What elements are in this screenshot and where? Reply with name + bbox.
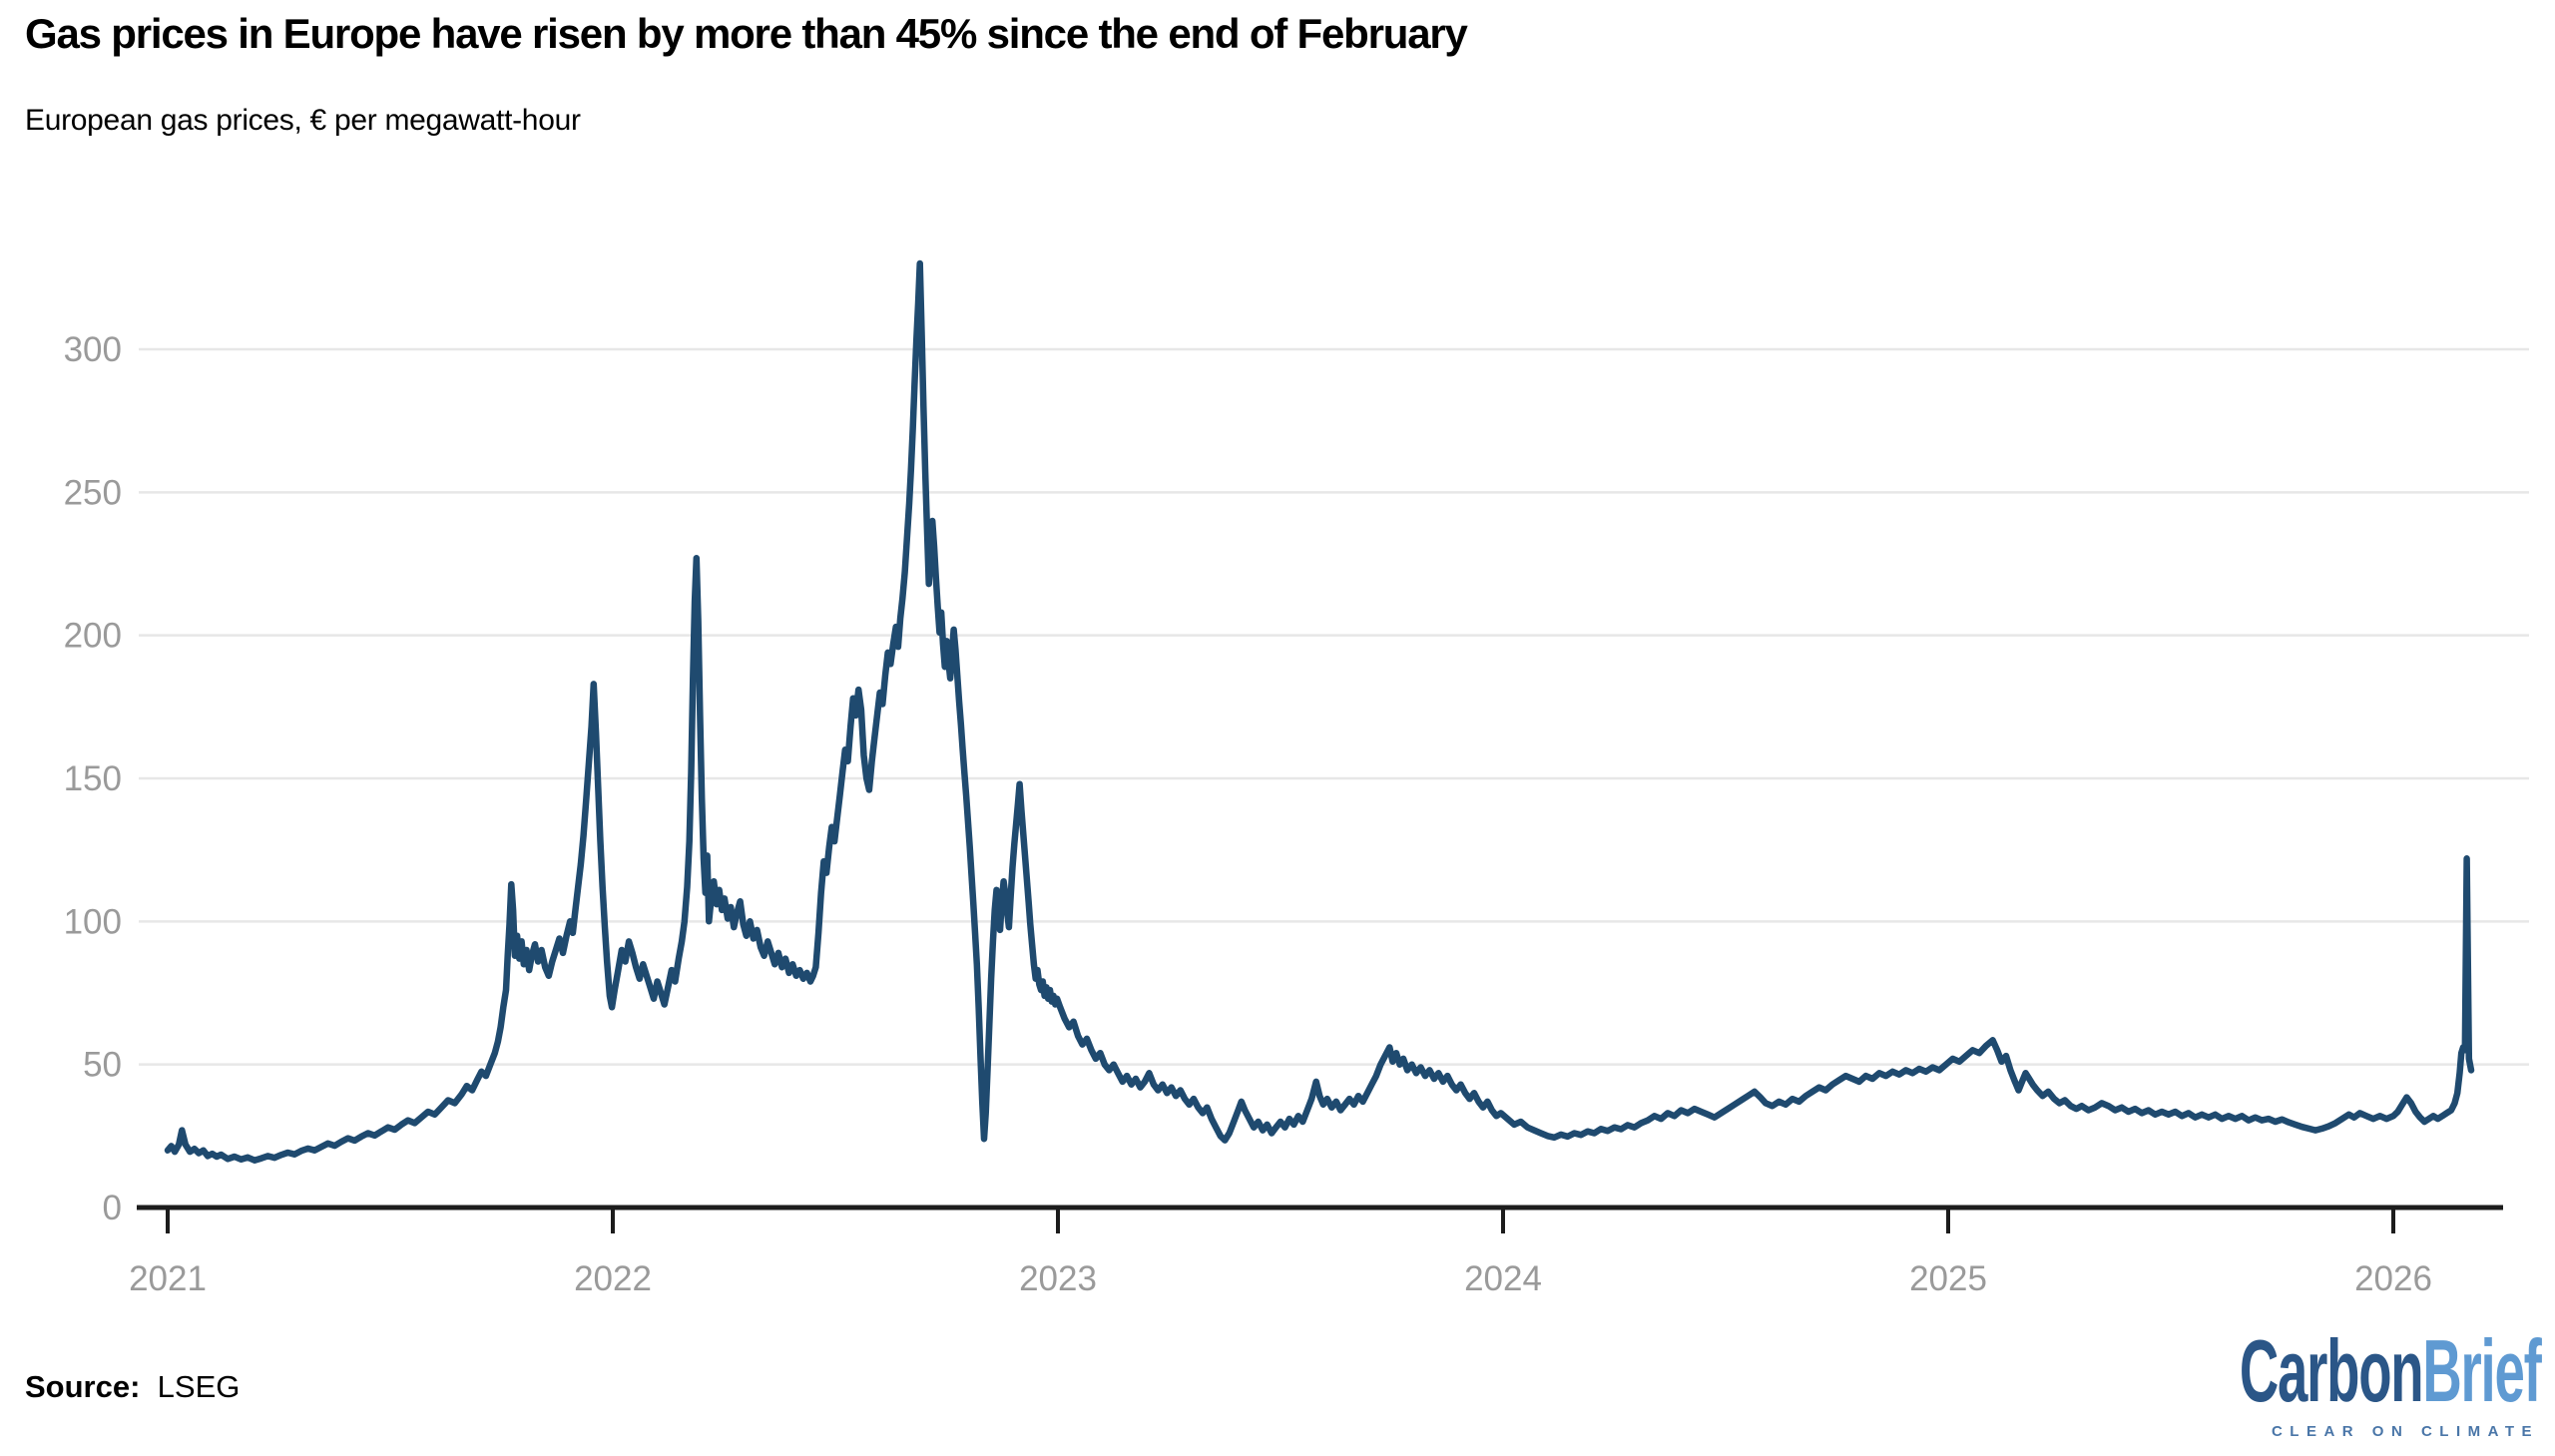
- logo-brief-text: Brief: [2421, 1321, 2541, 1420]
- y-tick-label: 0: [103, 1189, 122, 1227]
- carbonbrief-logo: CarbonBrief CLEAR ON CLIMATE: [2055, 1327, 2541, 1441]
- y-tick-label: 50: [83, 1046, 122, 1085]
- source-note: Source: LSEG: [25, 1369, 240, 1405]
- x-tick-label: 2021: [129, 1259, 207, 1298]
- source-label: Source:: [25, 1369, 141, 1404]
- logo-carbon-text: Carbon: [2239, 1321, 2423, 1420]
- x-tick-label: 2026: [2354, 1259, 2432, 1298]
- y-tick-label: 250: [64, 473, 122, 512]
- x-tick-label: 2025: [1909, 1259, 1987, 1298]
- x-tick-label: 2024: [1464, 1259, 1542, 1298]
- x-tick-label: 2022: [574, 1259, 652, 1298]
- price-line: [164, 259, 2475, 1164]
- axis-tick-labels: 0 50 100 150 200 250 300 2021 2022 2023 2024 2025 20…: [64, 330, 2432, 1298]
- y-tick-label: 150: [64, 759, 122, 798]
- page-subtitle: European gas prices, € per megawatt-hour: [25, 104, 581, 137]
- source-name: LSEG: [157, 1369, 241, 1404]
- source-value: [149, 1369, 158, 1404]
- y-tick-label: 300: [64, 330, 122, 369]
- logo-tagline: CLEAR ON CLIMATE: [2271, 1423, 2539, 1440]
- y-tick-label: 200: [64, 617, 122, 656]
- y-tick-label: 100: [64, 902, 122, 941]
- x-axis: [137, 1205, 2503, 1233]
- carbonbrief-wordmark: CarbonBrief: [2239, 1327, 2541, 1415]
- x-tick-label: 2023: [1019, 1259, 1097, 1298]
- y-gridlines: [139, 347, 2529, 1066]
- page-title: Gas prices in Europe have risen by more …: [25, 10, 1468, 57]
